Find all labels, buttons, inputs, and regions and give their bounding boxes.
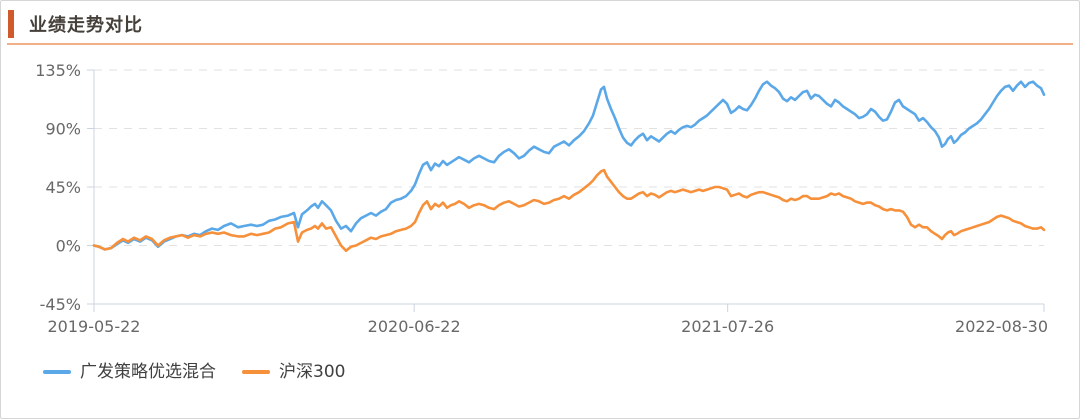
x-axis-label: 2019-05-22	[48, 317, 141, 336]
fund-line-marker-icon	[43, 370, 71, 374]
chart-legend: 广发策略优选混合 沪深300	[43, 361, 345, 383]
series-line-1	[92, 168, 1046, 252]
index-line-marker-icon	[242, 370, 270, 374]
legend-label-index: 沪深300	[279, 362, 346, 382]
y-axis-label: 135%	[35, 61, 81, 80]
x-axis-label: 2021-07-26	[681, 317, 774, 336]
y-axis-label: 45%	[45, 178, 81, 197]
section-title: 业绩走势对比	[29, 15, 143, 36]
legend-label-fund: 广发策略优选混合	[80, 362, 216, 382]
legend-item-fund[interactable]: 广发策略优选混合	[43, 361, 216, 383]
y-axis-label: -45%	[40, 295, 81, 314]
y-axis-label: 0%	[56, 237, 81, 256]
x-axis-label: 2022-08-30	[955, 317, 1048, 336]
y-axis-label: 90%	[45, 120, 81, 139]
legend-item-index[interactable]: 沪深300	[242, 361, 345, 383]
x-axis-label: 2020-06-22	[368, 317, 461, 336]
title-accent-bar	[8, 10, 14, 38]
series-line-0	[92, 80, 1046, 251]
header-divider	[7, 43, 1073, 45]
